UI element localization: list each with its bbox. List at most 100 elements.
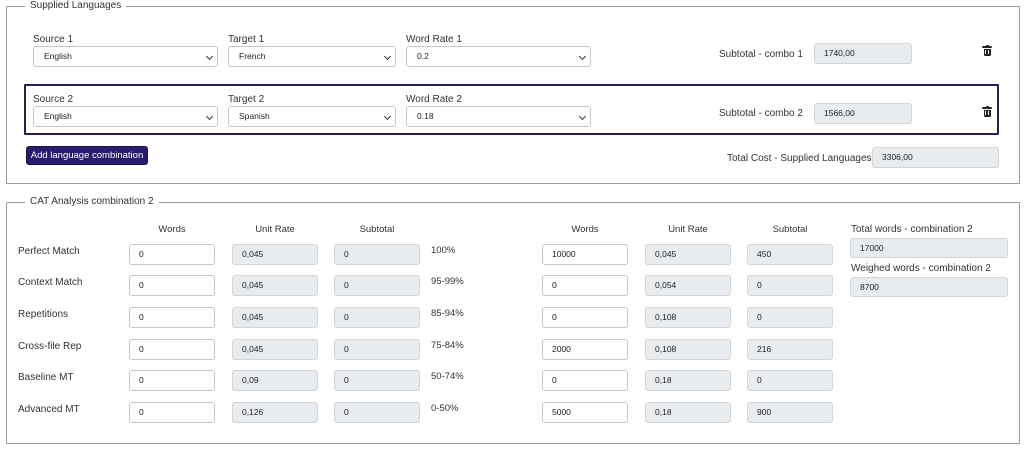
chevron-down-icon bbox=[578, 52, 587, 61]
words-input-right[interactable]: 10000 bbox=[542, 244, 628, 265]
source-1-select[interactable]: English bbox=[33, 46, 218, 67]
weighed-words-value: 8700 bbox=[860, 282, 879, 292]
subtotal-left-value: 0 bbox=[344, 344, 349, 354]
unit-rate-right: 0,108 bbox=[645, 339, 731, 360]
source-2-select[interactable]: English bbox=[33, 106, 218, 127]
subtotal-left-value: 0 bbox=[344, 375, 349, 385]
header-unit-rate-left: Unit Rate bbox=[255, 224, 295, 235]
target-2-select[interactable]: Spanish bbox=[228, 106, 396, 127]
subtotal-right: 450 bbox=[747, 244, 833, 265]
cat-row-label: Baseline MT bbox=[18, 372, 74, 383]
subtotal-left-value: 0 bbox=[344, 407, 349, 417]
subtotal-right: 0 bbox=[747, 275, 833, 296]
cat-row-label: Context Match bbox=[18, 277, 83, 288]
target-1-value: French bbox=[239, 51, 266, 61]
supplied-languages-legend: Supplied Languages bbox=[25, 0, 127, 12]
header-unit-rate-right: Unit Rate bbox=[668, 224, 708, 235]
word-rate-2-value: 0.18 bbox=[417, 111, 434, 121]
source-1-label: Source 1 bbox=[33, 34, 74, 45]
subtotal-left: 0 bbox=[334, 339, 420, 360]
match-percent-label: 0-50% bbox=[431, 403, 459, 414]
total-words-field: 17000 bbox=[850, 238, 1008, 258]
words-input-right[interactable]: 5000 bbox=[542, 402, 628, 423]
target-1-select[interactable]: French bbox=[228, 46, 396, 67]
subtotal-combo-1-label: Subtotal - combo 1 bbox=[719, 49, 803, 60]
words-input-left-value: 0 bbox=[139, 407, 144, 417]
unit-rate-left-value: 0,045 bbox=[242, 344, 264, 354]
subtotal-left-value: 0 bbox=[344, 280, 349, 290]
subtotal-left-value: 0 bbox=[344, 312, 349, 322]
chevron-down-icon bbox=[383, 112, 392, 121]
unit-rate-right-value: 0,045 bbox=[655, 249, 677, 259]
word-rate-2-select[interactable]: 0.18 bbox=[406, 106, 591, 127]
delete-combo-1-trash-icon[interactable] bbox=[982, 44, 992, 56]
chevron-down-icon bbox=[205, 52, 214, 61]
unit-rate-right-value: 0,108 bbox=[655, 312, 677, 322]
chevron-down-icon bbox=[205, 112, 214, 121]
cat-analysis-section: CAT Analysis combination 2 bbox=[6, 196, 1020, 444]
subtotal-right-value: 0 bbox=[757, 280, 762, 290]
delete-combo-2-trash-icon[interactable] bbox=[982, 105, 992, 117]
subtotal-right-value: 216 bbox=[757, 344, 772, 354]
subtotal-right-value: 0 bbox=[757, 312, 762, 322]
subtotal-right: 0 bbox=[747, 370, 833, 391]
unit-rate-left-value: 0,126 bbox=[242, 407, 264, 417]
words-input-right-value: 10000 bbox=[552, 249, 576, 259]
target-1-label: Target 1 bbox=[228, 34, 265, 45]
subtotal-right-value: 0 bbox=[757, 375, 762, 385]
unit-rate-right: 0,045 bbox=[645, 244, 731, 265]
match-percent-label: 85-94% bbox=[431, 308, 464, 319]
words-input-right[interactable]: 0 bbox=[542, 275, 628, 296]
unit-rate-right-value: 0,054 bbox=[655, 280, 677, 290]
total-words-value: 17000 bbox=[860, 243, 884, 253]
word-rate-1-value: 0.2 bbox=[417, 51, 429, 61]
combo-2-card bbox=[24, 84, 999, 135]
words-input-right[interactable]: 2000 bbox=[542, 339, 628, 360]
match-percent-label: 95-99% bbox=[431, 276, 464, 287]
words-input-left[interactable]: 0 bbox=[129, 275, 215, 296]
words-input-left[interactable]: 0 bbox=[129, 339, 215, 360]
words-input-right[interactable]: 0 bbox=[542, 307, 628, 328]
total-cost-field: 3306,00 bbox=[872, 147, 999, 168]
total-cost-value: 3306,00 bbox=[882, 152, 913, 162]
cat-row-label: Cross-file Rep bbox=[18, 341, 82, 352]
subtotal-right: 216 bbox=[747, 339, 833, 360]
words-input-left[interactable]: 0 bbox=[129, 370, 215, 391]
target-2-value: Spanish bbox=[239, 111, 270, 121]
subtotal-combo-2-field: 1566,00 bbox=[814, 103, 912, 124]
words-input-left-value: 0 bbox=[139, 249, 144, 259]
header-subtotal-left: Subtotal bbox=[359, 224, 395, 235]
match-percent-label: 50-74% bbox=[431, 371, 464, 382]
subtotal-left: 0 bbox=[334, 307, 420, 328]
word-rate-1-label: Word Rate 1 bbox=[406, 34, 462, 45]
unit-rate-left: 0,045 bbox=[232, 307, 318, 328]
words-input-right-value: 0 bbox=[552, 280, 557, 290]
total-words-label: Total words - combination 2 bbox=[851, 224, 973, 235]
header-words-right: Words bbox=[571, 224, 599, 235]
subtotal-right-value: 450 bbox=[757, 249, 772, 259]
words-input-left-value: 0 bbox=[139, 312, 144, 322]
subtotal-left: 0 bbox=[334, 244, 420, 265]
unit-rate-right-value: 0,18 bbox=[655, 375, 672, 385]
subtotal-combo-1-field: 1740,00 bbox=[814, 43, 912, 64]
subtotal-right: 0 bbox=[747, 307, 833, 328]
cat-row-label: Advanced MT bbox=[18, 404, 80, 415]
words-input-left-value: 0 bbox=[139, 375, 144, 385]
words-input-right[interactable]: 0 bbox=[542, 370, 628, 391]
unit-rate-right: 0,054 bbox=[645, 275, 731, 296]
subtotal-left-value: 0 bbox=[344, 249, 349, 259]
word-rate-1-select[interactable]: 0.2 bbox=[406, 46, 591, 67]
source-1-value: English bbox=[44, 51, 72, 61]
add-language-combination-button[interactable]: Add language combination bbox=[26, 146, 148, 165]
supplied-languages-section: Supplied Languages bbox=[6, 0, 1020, 184]
words-input-left-value: 0 bbox=[139, 344, 144, 354]
subtotal-left: 0 bbox=[334, 370, 420, 391]
words-input-left[interactable]: 0 bbox=[129, 307, 215, 328]
subtotal-right-value: 900 bbox=[757, 407, 772, 417]
unit-rate-right-value: 0,18 bbox=[655, 407, 672, 417]
words-input-left[interactable]: 0 bbox=[129, 244, 215, 265]
weighed-words-label: Weighed words - combination 2 bbox=[851, 263, 991, 274]
words-input-left[interactable]: 0 bbox=[129, 402, 215, 423]
cat-row-label: Repetitions bbox=[18, 309, 69, 320]
words-input-right-value: 2000 bbox=[552, 344, 571, 354]
